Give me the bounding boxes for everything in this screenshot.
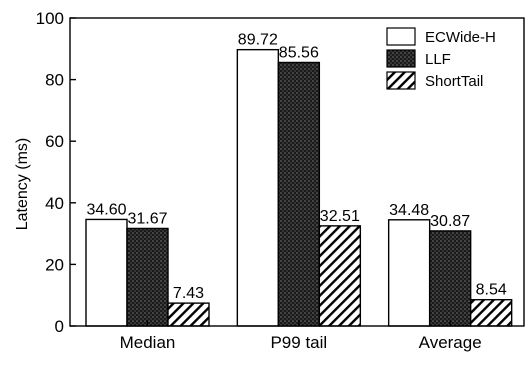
- y-tick-label: 80: [45, 71, 64, 90]
- y-tick-label: 60: [45, 132, 64, 151]
- axes-layer: [69, 17, 525, 327]
- bar-llf-average: [428, 230, 472, 327]
- data-labels-layer: 34.60 89.72 34.48 31.67 85.56 30.87 7.43 32.51 8…: [86, 32, 506, 302]
- legend-label: ShortTail: [425, 73, 483, 90]
- bar-llf-median: [126, 227, 169, 327]
- y-tick-label: 40: [45, 194, 64, 213]
- data-label: 85.56: [279, 44, 319, 61]
- bar-llf-p99-tail: [277, 61, 321, 327]
- data-label: 34.60: [86, 201, 126, 218]
- y-tick-label: 20: [45, 255, 64, 274]
- legend: ECWide-H LLF ShortTail: [383, 25, 517, 97]
- y-axis-title: Latency (ms): [14, 138, 31, 230]
- legend-label: ECWide-H: [425, 29, 496, 46]
- data-label: 34.48: [389, 202, 429, 219]
- y-tick-label: 100: [36, 9, 64, 28]
- legend-swatch: [386, 71, 416, 90]
- data-label: 8.54: [476, 282, 507, 299]
- data-label: 89.72: [238, 32, 278, 49]
- data-label: 31.67: [127, 210, 167, 227]
- bar-ecwide-h-average: [387, 219, 431, 327]
- category-labels-layer: Median P99 tail Average: [120, 320, 482, 352]
- legend-swatch: [386, 27, 416, 46]
- plot-frame: [69, 17, 525, 327]
- legend-swatch: [386, 49, 416, 68]
- bar-ecwide-h-p99-tail: [236, 48, 280, 327]
- data-label: 30.87: [430, 213, 470, 230]
- bar-shorttail-p99-tail: [318, 225, 362, 327]
- bar-shorttail-median: [167, 302, 210, 327]
- bar-shorttail-average: [469, 298, 513, 327]
- data-label: 32.51: [320, 208, 360, 225]
- bars-layer: [85, 48, 513, 327]
- data-label: 7.43: [173, 285, 204, 302]
- bar-ecwide-h-median: [85, 218, 128, 327]
- category-label: Median: [120, 333, 176, 352]
- y-axis-title-group: Latency (ms): [14, 138, 31, 230]
- category-label: Average: [419, 333, 482, 352]
- legend-label: LLF: [425, 51, 451, 68]
- y-tick-label: 0: [55, 317, 64, 336]
- category-label: P99 tail: [270, 333, 327, 352]
- y-ticks-layer: 0 20 40 60 80 100: [36, 9, 76, 336]
